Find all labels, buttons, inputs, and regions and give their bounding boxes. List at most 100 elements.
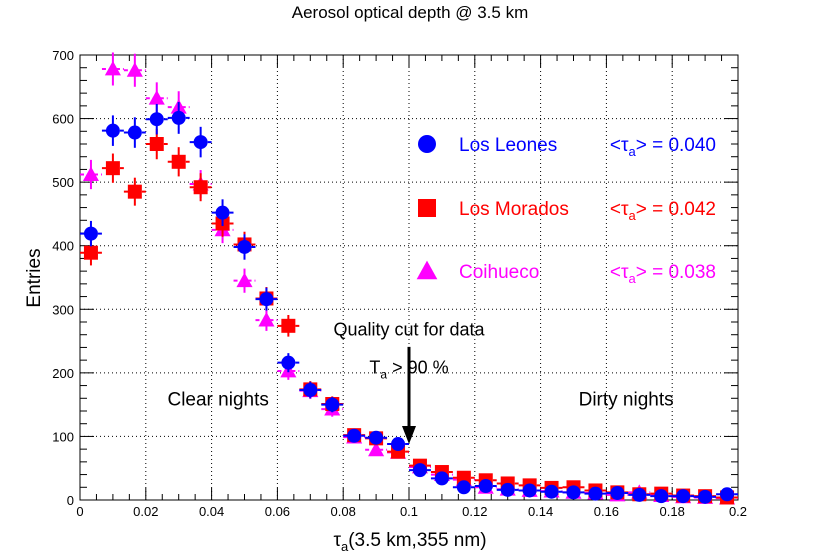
data-point (474, 479, 497, 494)
marker-circle (434, 471, 449, 486)
marker-circle (456, 480, 471, 495)
marker-circle (193, 135, 208, 150)
x-tick-label: 0.14 (528, 504, 553, 519)
marker-triangle (82, 166, 100, 181)
y-tick-label: 100 (52, 429, 74, 444)
data-point (255, 309, 278, 331)
data-point (299, 381, 322, 399)
x-tick-label: 0.12 (462, 504, 487, 519)
x-tick-label: 0 (76, 504, 83, 519)
y-tick-label: 500 (52, 175, 74, 190)
data-point (255, 287, 278, 311)
marker-square (171, 154, 186, 169)
data-point (365, 441, 388, 457)
x-tick-label: 0.06 (265, 504, 290, 519)
marker-circle (654, 489, 669, 504)
data-point (167, 102, 190, 134)
marker-circle (215, 205, 230, 220)
data-point (672, 489, 695, 504)
x-tick-label: 0.08 (331, 504, 356, 519)
marker-circle (281, 355, 296, 370)
data-point (145, 103, 168, 135)
data-point (409, 463, 431, 478)
data-point (343, 428, 366, 443)
data-point (430, 471, 453, 486)
marker-circle (522, 483, 537, 498)
mean-suffix: > = 0.038 (636, 262, 716, 283)
marker-circle (259, 292, 274, 307)
cond-suffix: > 90 % (387, 358, 449, 378)
marker-square (193, 180, 208, 195)
mean-suffix: > = 0.042 (636, 199, 716, 220)
x-tick-label: 0.16 (594, 504, 619, 519)
marker-circle (83, 226, 98, 241)
y-axis-label: Entries (24, 248, 45, 307)
quality-cut-condition: Ta > 90 % (369, 358, 448, 382)
x-axis-label: τa(3.5 km,355 nm) (333, 530, 486, 554)
cond-sub: a (380, 368, 387, 382)
x-tick-label: 0.2 (729, 504, 747, 519)
annotations: Clear nights Dirty nights Quality cut for … (167, 319, 674, 445)
marker-triangle (148, 90, 165, 105)
marker-square (149, 137, 164, 151)
mean-suffix: > = 0.040 (636, 135, 716, 156)
legend-entry: Coihueco <τa> = 0.038 (416, 260, 716, 286)
data-point (606, 486, 629, 501)
mean-prefix: <τ (610, 199, 629, 220)
data-point (650, 489, 673, 504)
marker-circle (303, 383, 318, 398)
data-point (562, 485, 585, 500)
marker-circle (544, 484, 559, 499)
marker-circle (369, 430, 384, 445)
marker-circle (391, 437, 406, 452)
data-point (452, 480, 475, 495)
y-tick-label: 600 (52, 112, 74, 127)
x-tick-label: 0.04 (199, 504, 224, 519)
x-axis-label-rest: (3.5 km,355 nm) (348, 530, 486, 551)
data-point (277, 353, 300, 373)
quality-cut-label: Quality cut for data (333, 319, 485, 339)
cond-prefix: T (369, 358, 380, 378)
marker-circle (127, 125, 142, 140)
x-tick-label: 0.1 (400, 504, 418, 519)
data-point (496, 482, 519, 497)
marker-triangle (104, 60, 121, 76)
legend-mean: <τa> = 0.040 (610, 135, 716, 159)
y-tick-label: 0 (67, 493, 74, 508)
data-point (365, 430, 388, 445)
data-point (189, 173, 212, 202)
marker-circle (566, 485, 581, 500)
data-point (189, 126, 212, 158)
marker-circle (500, 482, 515, 497)
marker-square (105, 161, 120, 176)
data-point (123, 117, 146, 148)
y-tick-label: 300 (52, 302, 74, 317)
marker-circle (478, 479, 493, 494)
marker-triangle (236, 272, 253, 288)
marker-circle (149, 112, 164, 127)
legend-name: Coihueco (459, 262, 539, 283)
x-axis-label-main: τ (333, 530, 341, 551)
marker-circle (237, 239, 252, 254)
data-point (694, 489, 717, 504)
data-point (518, 483, 541, 498)
legend-entry: Los Leones <τa> = 0.040 (418, 135, 716, 159)
data-point (145, 128, 168, 160)
data-point (101, 115, 124, 146)
marker-circle (347, 428, 362, 443)
mean-prefix: <τ (610, 262, 629, 283)
legend-name: Los Leones (459, 135, 557, 156)
chart-title: Aerosol optical depth @ 3.5 km (292, 3, 529, 22)
marker-circle (632, 487, 647, 502)
data-point (628, 487, 651, 502)
data-point (80, 220, 102, 247)
marker-square (281, 318, 296, 333)
marker-triangle (258, 312, 275, 327)
marker-circle (610, 486, 625, 501)
series-los-leones (80, 102, 738, 504)
data-point (211, 199, 234, 227)
mean-sub: a (628, 208, 636, 223)
marker-triangle (368, 441, 385, 457)
data-point (321, 397, 344, 413)
